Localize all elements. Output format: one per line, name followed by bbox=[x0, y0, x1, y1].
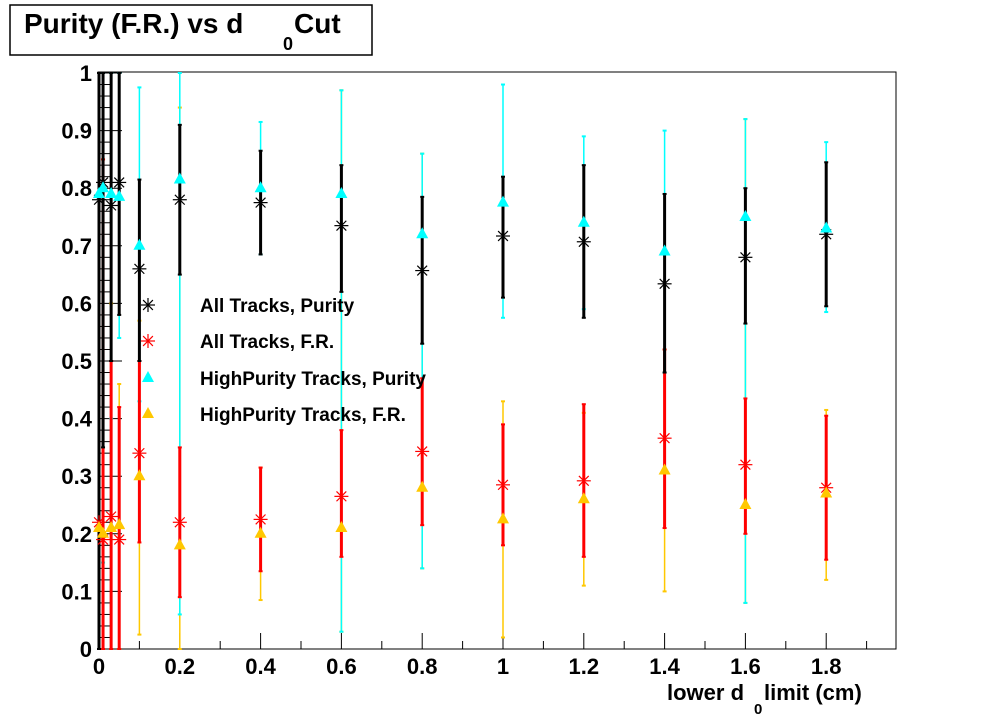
x-tick-label: 1.4 bbox=[649, 654, 680, 679]
x-tick-label: 1 bbox=[497, 654, 509, 679]
star-marker bbox=[496, 477, 510, 492]
y-tick-label: 0.1 bbox=[61, 579, 92, 604]
star-marker bbox=[141, 298, 155, 312]
star-marker bbox=[172, 192, 187, 207]
y-tick-label: 0.4 bbox=[61, 407, 92, 432]
triangle-marker bbox=[173, 538, 186, 550]
x-tick-label: 0 bbox=[93, 654, 105, 679]
triangle-marker bbox=[93, 186, 105, 198]
triangle-marker bbox=[173, 172, 186, 184]
x-tick-label: 1.2 bbox=[569, 654, 600, 679]
y-tick-label: 0 bbox=[80, 637, 92, 662]
star-marker bbox=[415, 444, 430, 459]
star-marker bbox=[253, 512, 268, 527]
triangle-marker bbox=[254, 181, 267, 193]
triangle-marker bbox=[97, 526, 110, 538]
star-marker bbox=[738, 457, 753, 472]
y-tick-label: 0.2 bbox=[61, 522, 92, 547]
x-tick-label: 0.6 bbox=[326, 654, 357, 679]
x-tick-label: 1.6 bbox=[730, 654, 761, 679]
triangle-marker bbox=[133, 469, 146, 481]
triangle-marker bbox=[105, 521, 118, 533]
triangle-marker bbox=[113, 518, 126, 530]
triangle-marker bbox=[497, 195, 509, 207]
y-tick-label: 0.5 bbox=[61, 349, 92, 374]
triangle-marker bbox=[820, 486, 833, 498]
y-tick-label: 1 bbox=[80, 61, 92, 86]
triangle-marker bbox=[142, 407, 154, 418]
y-tick-label: 0.9 bbox=[61, 119, 92, 144]
title-subscript: 0 bbox=[283, 34, 293, 54]
star-marker bbox=[141, 334, 155, 348]
title-box: Purity (F.R.) vs d 0 Cut bbox=[9, 4, 373, 56]
triangle-marker bbox=[335, 521, 348, 533]
triangle-marker bbox=[820, 221, 833, 233]
triangle-marker bbox=[739, 210, 752, 221]
star-marker bbox=[576, 473, 591, 488]
triangle-marker bbox=[254, 526, 267, 538]
y-tick-label: 0.6 bbox=[61, 291, 92, 316]
y-tick-label: 0.8 bbox=[61, 176, 92, 201]
star-marker bbox=[132, 261, 147, 276]
legend-label: HighPurity Tracks, F.R. bbox=[200, 405, 406, 426]
star-marker bbox=[334, 218, 349, 233]
triangle-marker bbox=[577, 215, 590, 227]
markers bbox=[92, 172, 834, 550]
y-tick-label: 0.3 bbox=[61, 464, 92, 489]
triangle-marker bbox=[113, 189, 126, 201]
x-tick-label: 0.4 bbox=[245, 654, 276, 679]
legend-item: HighPurity Tracks, Purity bbox=[142, 369, 426, 390]
svg-text:limit (cm): limit (cm) bbox=[764, 680, 862, 705]
star-marker bbox=[657, 431, 672, 446]
x-tick-label: 0.2 bbox=[165, 654, 196, 679]
star-marker bbox=[132, 446, 147, 461]
star-marker bbox=[253, 195, 268, 210]
star-marker bbox=[334, 489, 349, 504]
triangle-marker bbox=[97, 181, 110, 193]
triangle-marker bbox=[133, 238, 146, 250]
legend-item: All Tracks, Purity bbox=[141, 296, 355, 317]
legend: All Tracks, Purity All Tracks, F.R. HighPu… bbox=[141, 296, 426, 426]
star-marker bbox=[496, 229, 510, 244]
error-bars bbox=[97, 72, 829, 650]
x-tick-label: 0.8 bbox=[407, 654, 438, 679]
star-marker bbox=[104, 198, 119, 213]
title-end: Cut bbox=[294, 8, 341, 39]
star-marker bbox=[112, 175, 127, 190]
legend-item: HighPurity Tracks, F.R. bbox=[142, 405, 406, 426]
triangle-marker bbox=[416, 227, 429, 239]
legend-label: All Tracks, Purity bbox=[200, 296, 355, 317]
axes: 0 0.1 0.2 0.3 0.4 0.5 0.6 0.7 0.8 0.9 1 0 0.2 0.4 0.6 0… bbox=[61, 61, 868, 679]
x-axis-title: lower d 0 limit (cm) bbox=[667, 680, 862, 718]
triangle-marker bbox=[577, 492, 590, 504]
triangle-marker bbox=[658, 244, 671, 256]
star-marker bbox=[112, 532, 127, 547]
triangle-marker bbox=[416, 480, 429, 492]
legend-label: All Tracks, F.R. bbox=[200, 332, 334, 353]
y-tick-label: 0.7 bbox=[61, 234, 92, 259]
star-marker bbox=[172, 515, 187, 530]
star-marker bbox=[415, 263, 430, 278]
triangle-marker bbox=[497, 512, 509, 524]
star-marker bbox=[576, 234, 591, 249]
triangle-marker bbox=[335, 186, 348, 198]
title-text: Purity (F.R.) vs d bbox=[24, 8, 243, 39]
legend-label: HighPurity Tracks, Purity bbox=[200, 369, 426, 390]
star-marker bbox=[738, 250, 753, 265]
legend-item: All Tracks, F.R. bbox=[141, 332, 334, 353]
triangle-marker bbox=[142, 371, 154, 382]
triangle-marker bbox=[105, 186, 118, 198]
svg-text:lower d: lower d bbox=[667, 680, 744, 705]
svg-text:0: 0 bbox=[754, 701, 762, 718]
x-tick-label: 1.8 bbox=[811, 654, 842, 679]
svg-text:Purity (F.R.) vs d: Purity (F.R.) vs d bbox=[24, 8, 243, 39]
triangle-marker bbox=[739, 498, 752, 509]
plot-frame bbox=[97, 71, 897, 650]
star-marker bbox=[657, 276, 672, 291]
triangle-marker bbox=[658, 463, 671, 475]
